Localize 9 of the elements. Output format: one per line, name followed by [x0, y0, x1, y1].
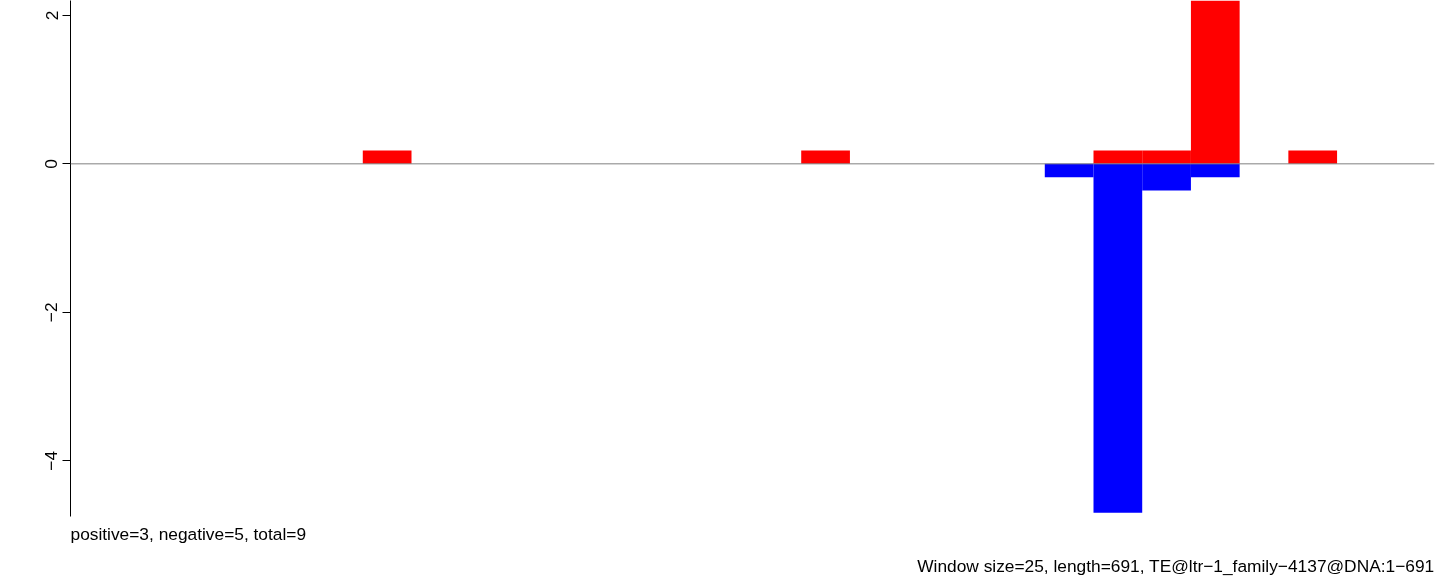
text: Window size=25, length=691, TE@ltr−1_family−4137@DNA:1−691 — [917, 555, 1435, 576]
text: positive=3, negative=5, total=9 — [70, 523, 307, 544]
y-tick-label: 2 — [41, 10, 62, 21]
bar — [801, 150, 850, 164]
bar — [362, 150, 412, 164]
bar — [1288, 150, 1338, 164]
y-tick-label: −2 — [41, 302, 62, 323]
y-tick-label: 0 — [41, 159, 62, 169]
y-tick-label: −4 — [41, 450, 62, 471]
